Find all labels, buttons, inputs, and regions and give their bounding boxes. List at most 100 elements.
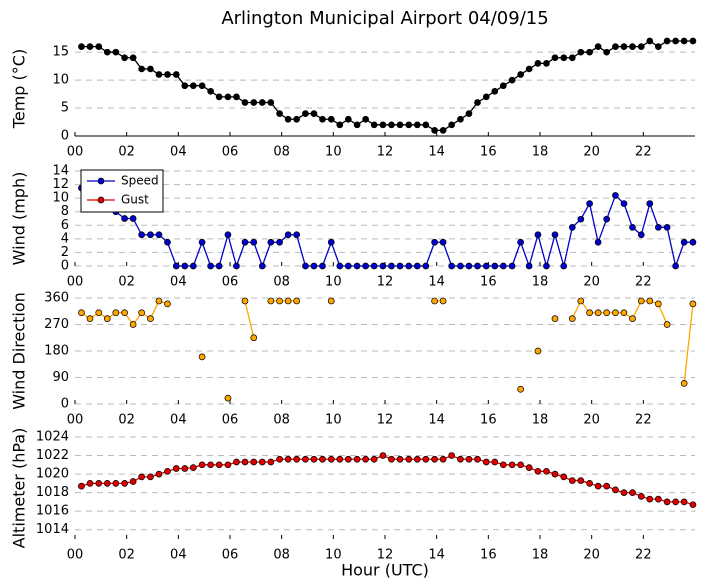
marker (551, 315, 559, 322)
marker (680, 498, 688, 506)
x-axis-label: Hour (UTC) (341, 561, 429, 580)
marker (147, 473, 154, 481)
x-tick-label: 06 (222, 145, 239, 160)
marker (396, 455, 404, 463)
marker (147, 65, 154, 73)
y-tick-label: 2 (61, 245, 69, 260)
marker (379, 452, 387, 459)
y-tick-label: 270 (44, 317, 69, 332)
marker (258, 458, 266, 466)
marker (672, 37, 679, 45)
marker (129, 215, 137, 222)
x-tick-label: 06 (222, 275, 239, 290)
x-tick-label: 08 (273, 275, 290, 290)
marker (112, 480, 120, 487)
marker (267, 99, 275, 106)
marker (603, 482, 611, 490)
marker (543, 262, 550, 270)
x-tick-label: 04 (170, 275, 187, 290)
marker (577, 215, 585, 223)
y-tick-label: 360 (44, 291, 69, 306)
marker (612, 309, 619, 317)
x-tick-label: 02 (118, 413, 135, 428)
marker (181, 465, 189, 472)
marker (388, 455, 395, 463)
marker (327, 238, 335, 246)
marker (577, 48, 585, 56)
marker (431, 297, 438, 305)
marker (672, 262, 679, 270)
marker (586, 309, 593, 317)
y-tick-label: 5 (61, 101, 69, 116)
marker (198, 353, 206, 361)
marker (637, 43, 645, 50)
marker (293, 115, 300, 123)
marker (172, 262, 180, 270)
marker (121, 215, 128, 222)
marker (121, 54, 128, 62)
marker (680, 380, 688, 387)
marker (594, 309, 602, 317)
marker (370, 455, 378, 463)
marker (482, 93, 490, 101)
y-tick-label: 1020 (36, 467, 69, 482)
marker (267, 238, 275, 246)
marker (413, 262, 421, 270)
marker (543, 467, 550, 475)
marker (413, 455, 421, 463)
x-tick-label: 16 (480, 145, 497, 160)
line (81, 187, 693, 269)
marker (189, 82, 197, 90)
marker (474, 455, 481, 463)
marker (551, 231, 559, 239)
y-tick-label: 15 (52, 45, 69, 60)
marker (129, 54, 137, 62)
marker (95, 43, 103, 50)
marker (172, 71, 180, 78)
marker (181, 82, 189, 90)
marker (319, 115, 326, 123)
marker (172, 465, 180, 472)
marker (560, 54, 568, 62)
marker (422, 121, 430, 129)
y-axis-label: Wind Direction (10, 292, 29, 410)
marker (594, 482, 602, 490)
marker (241, 99, 249, 106)
x-tick-label: 12 (377, 413, 394, 428)
y-tick-label: 1022 (36, 448, 69, 463)
marker (258, 99, 266, 106)
marker (448, 121, 455, 129)
marker (689, 238, 697, 246)
marker (663, 498, 671, 506)
marker (620, 43, 628, 50)
marker (215, 93, 223, 101)
marker (603, 48, 611, 56)
marker (482, 262, 490, 270)
x-tick-label: 10 (325, 275, 342, 290)
marker (207, 262, 214, 270)
marker (422, 262, 430, 270)
marker (654, 495, 662, 503)
marker (198, 82, 206, 90)
marker (646, 200, 654, 207)
marker (233, 93, 240, 101)
marker (233, 458, 240, 466)
marker (241, 297, 249, 305)
marker (138, 65, 145, 73)
y-axis-label: Wind (mph) (10, 172, 29, 266)
marker (267, 297, 275, 305)
x-tick-label: 20 (583, 548, 600, 563)
marker (405, 121, 413, 129)
x-tick-label: 14 (428, 275, 445, 290)
x-tick-label: 22 (635, 548, 652, 563)
marker (474, 262, 481, 270)
marker (646, 297, 654, 305)
marker (508, 76, 516, 84)
marker (224, 461, 232, 469)
marker (129, 478, 137, 485)
marker (577, 477, 585, 484)
marker (457, 115, 464, 123)
marker (517, 461, 524, 469)
marker (189, 464, 197, 471)
marker (620, 489, 628, 496)
